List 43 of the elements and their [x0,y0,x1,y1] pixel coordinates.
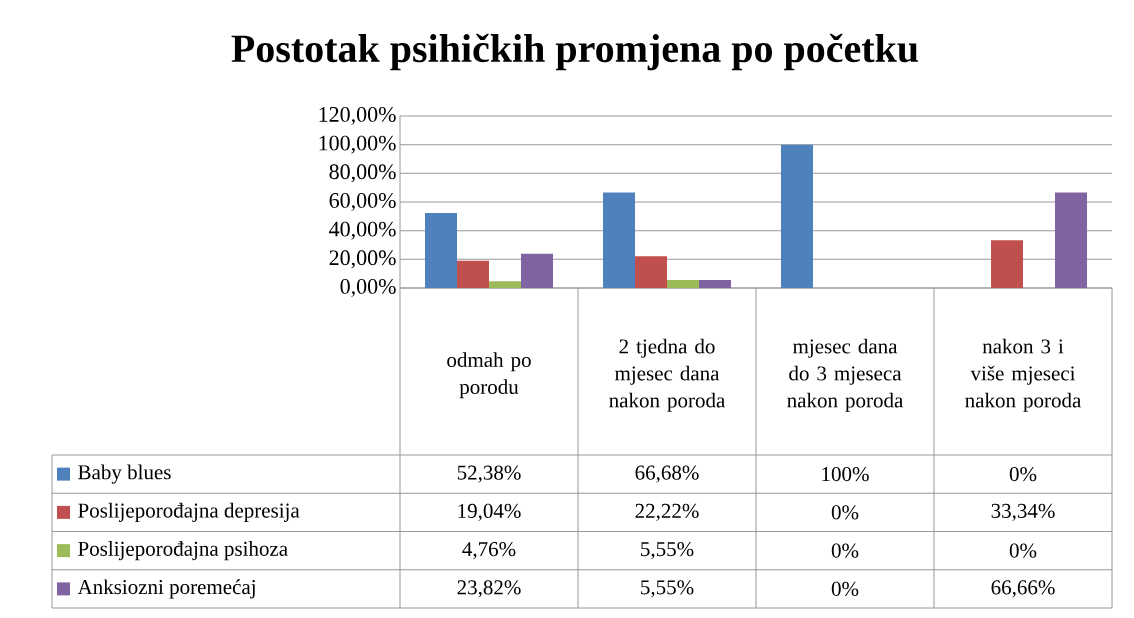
bar [781,144,814,289]
data-label: 19,04% [458,503,521,521]
y-tick-label: 20,00% [329,250,396,269]
data-label: 0% [831,581,859,597]
bar [489,281,522,289]
data-label: 0% [1009,467,1037,482]
data-label: 0% [1009,543,1037,558]
data-label: 0% [831,505,859,520]
data-label: 5,55% [641,580,694,598]
legend-label: Poslijeporođajna psihoza [78,541,288,561]
chart-title: Postotak psihičkih promjena po početku [231,33,919,71]
legend-label: Baby blues [78,464,171,484]
data-label: 33,34% [991,503,1055,521]
x-tick-label: nakon 3 i više mjeseci nakon poroda [965,338,1082,412]
x-tick-label: mjesec dana do 3 mjeseca nakon poroda [787,338,904,412]
y-tick-label: 100,00% [319,135,396,154]
legend-label: Poslijeporođajna depresija [78,502,300,522]
bar [1055,192,1088,289]
y-tick-label: 120,00% [319,106,396,126]
data-label: 66,66% [991,580,1055,598]
x-tick-label: odmah po porodu [447,352,531,399]
y-tick-label: 40,00% [329,221,396,240]
data-label: 5,55% [641,542,694,560]
bar [521,253,554,289]
bar [425,212,458,289]
data-label: 52,38% [457,465,521,483]
bar [635,256,668,289]
data-label: 22,22% [635,503,699,521]
data-label: 100% [822,467,869,482]
data-label: 66,68% [635,465,699,483]
legend-label: Anksiozni poremećaj [77,579,255,599]
bar [699,280,732,289]
data-label: 23,82% [457,580,521,598]
y-tick-label: 80,00% [329,164,396,183]
bar [603,192,636,289]
data-label: 0% [831,543,859,558]
bar [991,240,1024,289]
data-label: 4,76% [462,542,516,560]
y-tick-label: 60,00% [329,193,396,212]
bar [667,280,700,289]
bar [457,260,490,289]
x-tick-label: 2 tjedna do mjesec dana nakon poroda [609,338,726,412]
y-tick-label: 0,00% [340,279,396,298]
